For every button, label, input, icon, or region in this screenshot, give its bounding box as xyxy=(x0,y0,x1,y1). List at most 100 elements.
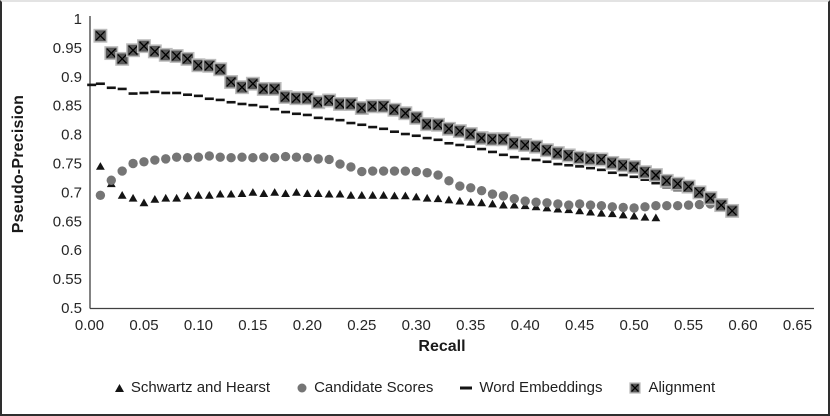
x-square-point-cross xyxy=(259,84,269,94)
x-square-point-cross xyxy=(563,150,574,161)
circle-point xyxy=(367,166,378,176)
x-square-point-cross xyxy=(422,119,432,129)
x-square-point-cross xyxy=(215,64,225,75)
dash-point xyxy=(237,102,247,106)
dash-point xyxy=(281,110,291,114)
triangle-point xyxy=(313,189,323,197)
triangle-point xyxy=(433,194,443,203)
dash-point xyxy=(509,155,519,159)
y-tick-label: 0.6 xyxy=(61,242,82,259)
x-square-marker-icon xyxy=(629,381,642,394)
circle-point xyxy=(161,154,171,164)
dash-point xyxy=(531,158,541,162)
circle-point xyxy=(302,153,313,163)
circle-point xyxy=(662,200,672,211)
x-square-point-cross xyxy=(716,200,726,210)
dash-point xyxy=(596,168,606,172)
circle-point xyxy=(400,166,411,176)
y-axis-title: Pseudo-Precision xyxy=(10,94,27,234)
x-square-point-cross xyxy=(160,50,171,60)
x-square-point-cross xyxy=(324,95,334,106)
x-tick-label: 0.25 xyxy=(347,317,376,334)
triangle-point xyxy=(139,198,149,207)
triangle-point xyxy=(357,190,367,199)
circle-point xyxy=(683,200,694,210)
legend-label: Alignment xyxy=(648,379,716,396)
dash-point xyxy=(357,123,367,127)
x-tick-label: 0.50 xyxy=(619,317,648,334)
circle-point xyxy=(182,153,193,163)
triangle-point xyxy=(618,210,628,219)
x-square-point-cross xyxy=(171,51,182,61)
triangle-point xyxy=(270,188,280,196)
dash-point xyxy=(466,145,476,149)
circle-point xyxy=(237,152,247,162)
x-square-point-cross xyxy=(291,93,302,103)
dash-point xyxy=(618,173,628,177)
dash-point xyxy=(259,105,269,109)
circle-point xyxy=(651,200,661,211)
circle-marker-icon xyxy=(297,383,307,392)
dash-point xyxy=(324,117,334,121)
x-square-point-cross xyxy=(411,113,422,123)
dash-point xyxy=(542,160,552,164)
triangle-point xyxy=(553,204,563,213)
triangle-point xyxy=(488,199,497,208)
x-square-point-cross xyxy=(139,41,149,51)
circle-point xyxy=(389,166,400,176)
circle-point xyxy=(280,151,291,162)
x-square-point-cross xyxy=(727,206,737,216)
x-tick-label: 0.55 xyxy=(674,317,703,334)
dash-point xyxy=(248,103,258,107)
dash-point xyxy=(379,127,389,131)
dash-point xyxy=(183,93,193,97)
circle-point xyxy=(607,202,618,212)
circle-point xyxy=(411,166,421,177)
x-square-point-cross xyxy=(248,78,258,89)
y-tick-label: 0.85 xyxy=(53,98,82,115)
dash-point xyxy=(313,116,323,120)
circle-point xyxy=(324,154,334,165)
dash-point xyxy=(117,87,127,91)
circle-point xyxy=(520,196,530,206)
triangle-point xyxy=(226,189,236,198)
circle-point xyxy=(542,198,552,208)
legend-item-schwartz-and-hearst[interactable]: Schwartz and Hearst xyxy=(114,379,271,396)
triangle-point xyxy=(324,189,334,198)
circle-point xyxy=(346,162,356,172)
triangle-point xyxy=(444,195,454,204)
y-tick-label: 0.75 xyxy=(53,156,82,173)
triangle-point xyxy=(390,191,399,200)
circle-point xyxy=(335,159,345,169)
circle-point xyxy=(553,199,563,209)
legend-item-alignment[interactable]: Alignment xyxy=(629,379,715,396)
circle-point xyxy=(269,153,280,163)
x-square-point-cross xyxy=(694,187,705,198)
x-square-point-cross xyxy=(455,126,465,136)
x-tick-label: 0.00 xyxy=(75,317,104,334)
triangle-point xyxy=(651,213,661,222)
x-square-point-cross xyxy=(574,152,585,163)
triangle-point xyxy=(215,189,225,198)
x-tick-label: 0.15 xyxy=(238,317,267,334)
dash-point xyxy=(640,178,650,181)
x-square-point-cross xyxy=(150,46,160,57)
legend-item-candidate-scores[interactable]: Candidate Scores xyxy=(297,379,433,396)
y-tick-label: 0.9 xyxy=(61,69,82,86)
x-square-point-cross xyxy=(400,108,411,118)
dash-point xyxy=(586,166,596,170)
dash-point xyxy=(368,125,378,129)
triangle-point xyxy=(95,162,105,170)
triangle-point xyxy=(607,209,617,218)
legend-label: Word Embeddings xyxy=(479,379,603,396)
x-square-point-cross xyxy=(269,84,280,94)
legend-item-word-embeddings[interactable]: Word Embeddings xyxy=(460,379,602,396)
legend-label: Schwartz and Hearst xyxy=(130,379,271,396)
circle-point xyxy=(128,158,138,169)
triangle-point xyxy=(597,208,606,217)
triangle-point xyxy=(400,191,410,200)
triangle-point xyxy=(629,211,639,220)
x-tick-label: 0.35 xyxy=(456,317,485,334)
dash-point xyxy=(172,91,182,95)
dash-point xyxy=(161,91,171,95)
